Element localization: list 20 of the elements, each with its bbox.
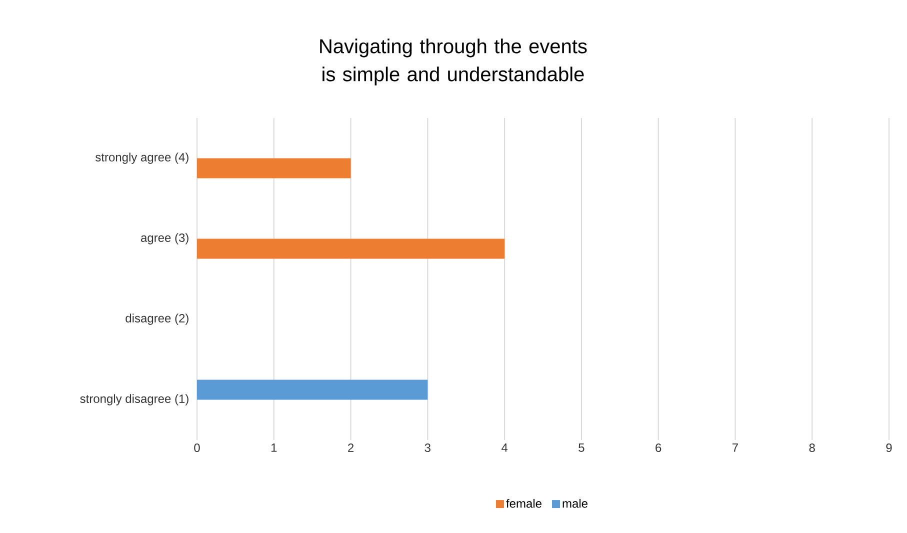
y-tick-label: agree (3) [141, 233, 188, 244]
x-tick-label: 8 [809, 444, 815, 452]
x-tick-label: 0 [194, 444, 200, 452]
y-tick-label: strongly disagree (1) [80, 394, 188, 406]
x-tick-label: 1 [271, 444, 277, 452]
x-tick-label: 9 [886, 444, 892, 452]
legend-label: female [506, 498, 542, 508]
legend-label: male [562, 498, 588, 508]
x-tick-label: 6 [656, 444, 662, 452]
chart-title: Navigating through the events is simple and understandable [320, 38, 587, 86]
x-tick-label: 3 [424, 444, 430, 452]
y-tick-label: strongly agree (4) [95, 152, 188, 164]
bar [197, 380, 428, 400]
x-tick-label: 2 [348, 444, 354, 452]
bar [197, 238, 505, 259]
x-tick-label: 5 [578, 444, 584, 452]
x-tick-label: 7 [732, 444, 738, 452]
x-tick-label: 4 [502, 444, 508, 452]
bar [197, 158, 351, 178]
y-tick-label: disagree (2) [126, 314, 188, 325]
